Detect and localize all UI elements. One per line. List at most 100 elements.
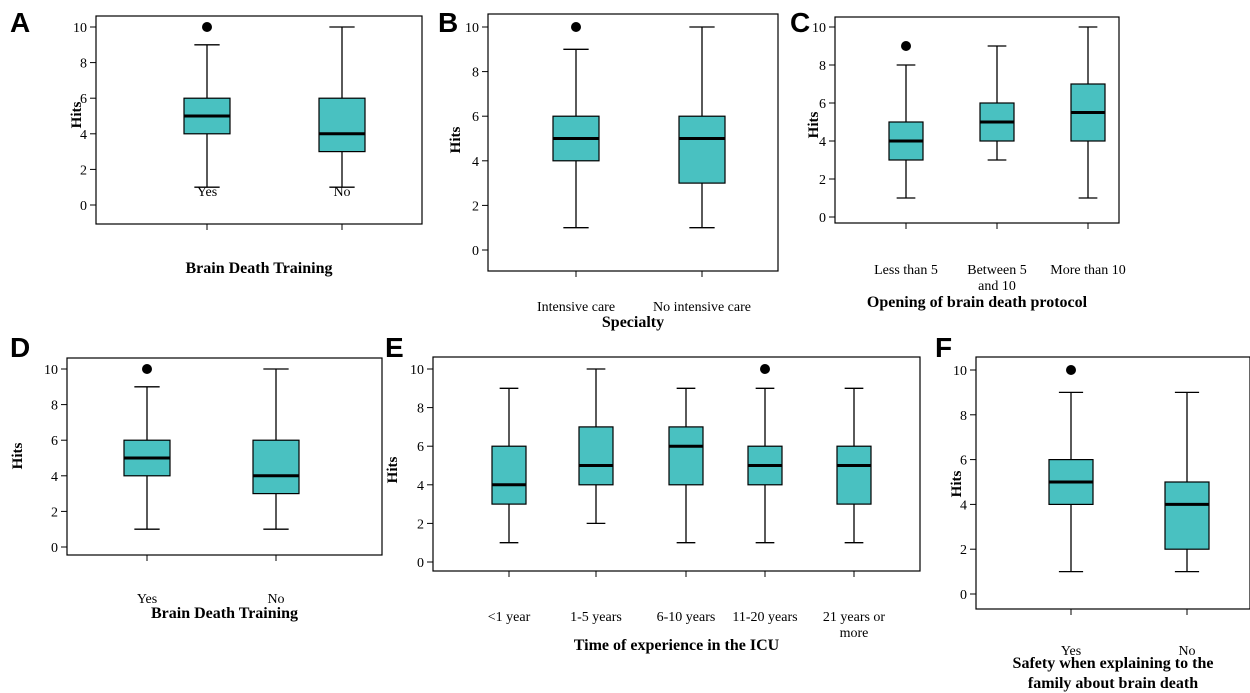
iqr-box bbox=[1164, 481, 1210, 550]
box-3 bbox=[1070, 26, 1106, 229]
box-1 bbox=[1048, 365, 1094, 615]
y-tick-label: 4 bbox=[472, 155, 479, 170]
outlier-point bbox=[760, 364, 770, 374]
x-category-label: Yes bbox=[137, 592, 157, 607]
y-tick-label: 10 bbox=[812, 21, 826, 36]
x-axis-title: family about brain death bbox=[1028, 675, 1198, 692]
plot-frame bbox=[487, 13, 779, 272]
panel-letter: D bbox=[10, 332, 30, 363]
y-tick-label: 4 bbox=[51, 470, 58, 485]
x-category-label: No intensive care bbox=[653, 300, 751, 315]
x-category-label: Yes bbox=[197, 185, 217, 200]
y-tick-label: 4 bbox=[80, 128, 87, 143]
y-tick-label: 8 bbox=[417, 402, 424, 417]
box-2 bbox=[252, 368, 300, 561]
iqr-box bbox=[252, 439, 300, 495]
y-tick-label: 8 bbox=[80, 57, 87, 72]
box-2 bbox=[979, 45, 1015, 229]
panel-letter: E bbox=[385, 332, 404, 363]
y-axis-label: Hits bbox=[385, 457, 401, 484]
panel-letter: F bbox=[935, 332, 952, 363]
x-category-label: Between 5 bbox=[967, 263, 1026, 278]
y-tick-label: 0 bbox=[51, 541, 58, 556]
iqr-box bbox=[668, 426, 704, 486]
x-category-label: No bbox=[333, 185, 350, 200]
iqr-box bbox=[678, 115, 726, 184]
y-tick-label: 0 bbox=[819, 211, 826, 226]
panel-letter: A bbox=[10, 7, 30, 38]
panel-letter: C bbox=[790, 7, 810, 38]
outlier-point bbox=[202, 22, 212, 32]
y-tick-label: 4 bbox=[819, 135, 826, 150]
x-category-label: More than 10 bbox=[1050, 263, 1125, 278]
box-1 bbox=[888, 41, 924, 229]
iqr-box bbox=[578, 426, 614, 486]
box-4 bbox=[747, 364, 783, 577]
y-tick-label: 6 bbox=[417, 440, 424, 455]
y-tick-label: 6 bbox=[819, 97, 826, 112]
y-axis-label: Hits bbox=[806, 112, 822, 139]
outlier-point bbox=[142, 364, 152, 374]
x-axis-title: Opening of brain death protocol bbox=[867, 294, 1088, 311]
x-category-label: No bbox=[1178, 644, 1195, 659]
y-tick-label: 2 bbox=[417, 517, 424, 532]
y-axis-label: Hits bbox=[949, 471, 965, 498]
y-tick-label: 2 bbox=[80, 163, 87, 178]
plot-frame bbox=[95, 15, 423, 225]
y-tick-label: 8 bbox=[960, 409, 967, 424]
plot-frame bbox=[432, 356, 921, 572]
y-tick-label: 6 bbox=[472, 110, 479, 125]
outlier-point bbox=[1066, 365, 1076, 375]
outlier-point bbox=[571, 22, 581, 32]
y-tick-label: 4 bbox=[960, 498, 967, 513]
y-tick-label: 10 bbox=[953, 364, 967, 379]
panel-b: B 0 2 4 6 8 10 Hits Intensive care No intensive c… bbox=[438, 7, 779, 331]
x-category-label: <1 year bbox=[488, 610, 531, 625]
y-tick-label: 4 bbox=[417, 479, 424, 494]
y-tick-label: 8 bbox=[819, 59, 826, 74]
x-category-label: Yes bbox=[1061, 644, 1081, 659]
plot-frame bbox=[975, 356, 1250, 610]
x-category-label: Less than 5 bbox=[874, 263, 938, 278]
panel-e: E 0 2 4 6 8 10 Hits <1 year 1-5 years 6-10 years 11… bbox=[385, 332, 921, 654]
y-tick-label: 8 bbox=[51, 399, 58, 414]
x-axis-title: Brain Death Training bbox=[186, 260, 333, 277]
box-1 bbox=[183, 22, 231, 230]
panel-letter: B bbox=[438, 7, 458, 38]
x-category-label: No bbox=[267, 592, 284, 607]
box-5 bbox=[836, 387, 872, 577]
iqr-box bbox=[318, 97, 366, 153]
y-axis-label: Hits bbox=[448, 127, 464, 154]
y-tick-label: 0 bbox=[80, 199, 87, 214]
x-category-label: 6-10 years bbox=[657, 610, 716, 625]
y-tick-label: 0 bbox=[417, 556, 424, 571]
y-tick-label: 0 bbox=[960, 588, 967, 603]
y-tick-label: 10 bbox=[410, 363, 424, 378]
x-axis-title: Brain Death Training bbox=[151, 605, 298, 622]
y-axis-label: Hits bbox=[69, 102, 85, 129]
y-tick-label: 10 bbox=[73, 21, 87, 36]
box-1 bbox=[491, 387, 527, 577]
box-2 bbox=[1164, 391, 1210, 615]
box-1 bbox=[123, 364, 171, 561]
x-axis-title: Safety when explaining to the bbox=[1013, 655, 1214, 672]
y-tick-label: 8 bbox=[472, 66, 479, 81]
y-tick-label: 10 bbox=[465, 21, 479, 36]
y-tick-label: 10 bbox=[44, 363, 58, 378]
y-tick-label: 0 bbox=[472, 244, 479, 259]
y-tick-label: 2 bbox=[819, 173, 826, 188]
iqr-box bbox=[836, 445, 872, 505]
x-axis-title: Specialty bbox=[602, 314, 664, 331]
y-tick-label: 2 bbox=[51, 505, 58, 520]
panel-a: A 0 2 4 6 8 10 Hits Yes No Brain Death Training bbox=[10, 7, 423, 277]
x-axis-title: Time of experience in the ICU bbox=[574, 637, 780, 654]
plot-frame bbox=[834, 16, 1120, 224]
y-tick-label: 2 bbox=[960, 543, 967, 558]
x-category-label: 21 years or bbox=[823, 610, 886, 625]
y-tick-label: 2 bbox=[472, 199, 479, 214]
box-3 bbox=[668, 387, 704, 577]
